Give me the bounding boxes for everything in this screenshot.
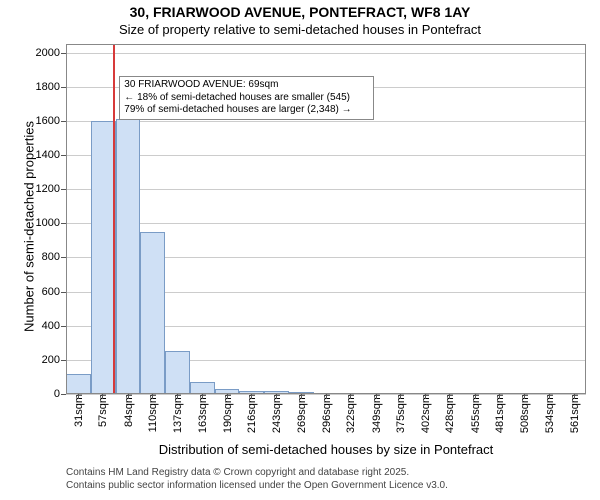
chart-title-address: 30, FRIARWOOD AVENUE, PONTEFRACT, WF8 1A… (0, 4, 600, 20)
x-tick-label: 481sqm (492, 394, 506, 433)
chart-subtitle: Size of property relative to semi-detach… (0, 22, 600, 37)
x-tick-label: 428sqm (442, 394, 456, 433)
x-tick-label: 508sqm (517, 394, 531, 433)
x-tick-label: 110sqm (145, 394, 159, 432)
y-axis-label: Number of semi-detached properties (22, 52, 37, 402)
x-tick-label: 243sqm (269, 394, 283, 433)
x-tick-label: 349sqm (369, 394, 383, 433)
x-tick-label: 375sqm (393, 394, 407, 433)
x-tick-label: 322sqm (343, 394, 357, 433)
x-tick-label: 269sqm (294, 394, 308, 433)
x-axis-label: Distribution of semi-detached houses by … (66, 442, 586, 457)
x-tick-label: 137sqm (170, 394, 184, 433)
plot-area: 30 FRIARWOOD AVENUE: 69sqm ← 18% of semi… (66, 44, 586, 394)
x-tick-label: 190sqm (220, 394, 234, 433)
x-tick-label: 534sqm (542, 394, 556, 433)
footer-line-1: Contains HM Land Registry data © Crown c… (66, 466, 448, 479)
x-tick-label: 296sqm (319, 394, 333, 433)
x-tick-label: 216sqm (244, 394, 258, 433)
x-tick-label: 163sqm (195, 394, 209, 433)
x-tick-label: 455sqm (468, 394, 482, 433)
x-tick-label: 402sqm (418, 394, 432, 433)
footer-line-2: Contains public sector information licen… (66, 479, 448, 492)
chart-container: 30, FRIARWOOD AVENUE, PONTEFRACT, WF8 1A… (0, 0, 600, 500)
x-tick-label: 561sqm (567, 394, 581, 433)
attribution-footer: Contains HM Land Registry data © Crown c… (66, 466, 448, 492)
